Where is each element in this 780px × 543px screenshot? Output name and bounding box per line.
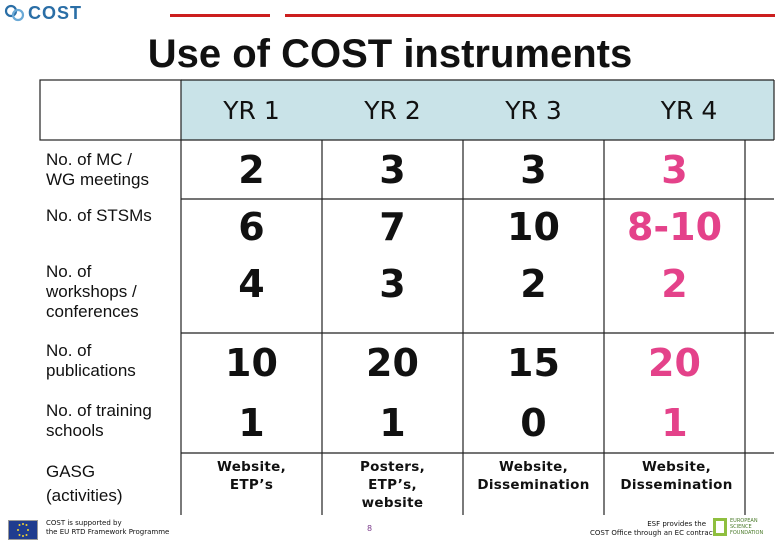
cell-meetings-yr3: 3: [520, 147, 547, 192]
year-header-2: YR 2: [364, 95, 421, 125]
cell-gasg-yr3: Website, Dissemination: [477, 459, 590, 493]
cell-stsms-yr4: 8-10: [626, 205, 723, 249]
cell-workshops-yr4: 2: [661, 262, 688, 306]
footer-left-line-1: COST is supported by: [46, 519, 122, 527]
cell-gasg-yr4: Website, Dissemination: [620, 459, 733, 493]
row-label-training-schools: No. of training schools: [46, 401, 152, 440]
cell-stsms-yr2: 7: [379, 205, 406, 249]
cell-publications-yr1: 10: [225, 340, 278, 385]
row-label-stsms: No. of STSMs: [46, 206, 152, 225]
cell-publications-yr2: 20: [366, 340, 419, 385]
footer-esf-text: ESF provides the COST Office through an …: [590, 520, 716, 537]
year-header-1: YR 1: [223, 95, 280, 125]
year-header-4: YR 4: [660, 95, 718, 125]
cost-logo: COST: [4, 3, 81, 23]
cell-stsms-yr1: 6: [238, 205, 265, 249]
cell-training-yr1: 1: [238, 400, 265, 445]
cell-publications-yr3: 15: [507, 340, 560, 385]
eu-flag-icon: [8, 520, 38, 540]
cost-logo-text: COST: [28, 3, 83, 23]
esf-logo: EUROPEAN SCIENCE FOUNDATION: [712, 516, 768, 538]
cost-logo-icon: [4, 4, 25, 22]
cell-training-yr4: 1: [661, 400, 688, 445]
cell-training-yr3: 0: [520, 400, 547, 445]
cell-meetings-yr4: 3: [661, 147, 688, 192]
cell-stsms-yr3: 10: [507, 205, 560, 249]
cell-workshops-yr1: 4: [238, 262, 265, 306]
page-title: Use of COST instruments: [147, 32, 633, 76]
row-label-workshops: No. of workshops / conferences: [46, 262, 139, 321]
cell-training-yr2: 1: [379, 400, 406, 445]
esf-logo-icon: [713, 518, 727, 536]
row-label-gasg: GASG (activities): [46, 462, 123, 505]
year-header-3: YR 3: [505, 95, 562, 125]
corner-cell: [39, 79, 182, 141]
page-number: 8: [367, 524, 373, 533]
cell-publications-yr4: 20: [648, 340, 701, 385]
row-label-publications: No. of publications: [46, 341, 136, 380]
cell-gasg-yr1: Website, ETP’s: [216, 459, 287, 493]
header-line-right: [285, 14, 775, 17]
cell-meetings-yr1: 2: [238, 147, 265, 192]
cell-workshops-yr2: 3: [379, 262, 406, 306]
cell-gasg-yr2: Posters, ETP’s, website: [359, 459, 426, 511]
header-line-left: [170, 14, 270, 17]
footer-left-line-2: the EU RTD Framework Programme: [46, 528, 170, 536]
cell-workshops-yr3: 2: [520, 262, 547, 306]
row-label-mc-wg-meetings: No. of MC / WG meetings: [46, 150, 149, 189]
cell-meetings-yr2: 3: [379, 147, 406, 192]
